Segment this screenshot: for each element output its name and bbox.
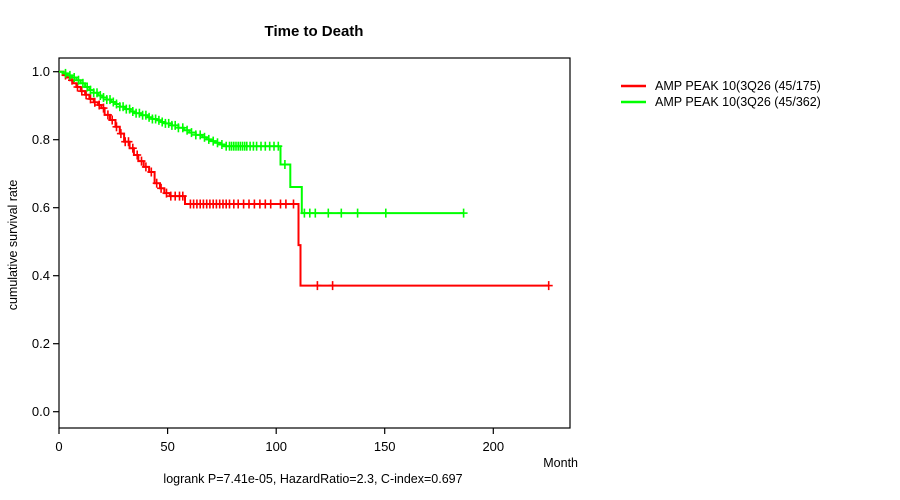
plot-frame: [58, 57, 571, 429]
y-tick-label: 0.4: [32, 268, 50, 283]
x-tick-label: 200: [482, 439, 504, 454]
x-tick-label: 100: [265, 439, 287, 454]
survival-curve-0: [59, 70, 549, 287]
x-axis-label: Month: [543, 456, 578, 470]
legend-label-series-0: AMP PEAK 10(3Q26 (45/175): [655, 79, 821, 93]
annotation-caption: logrank P=7.41e-05, HazardRatio=2.3, C-i…: [163, 472, 462, 486]
y-axis-label: cumulative survival rate: [6, 180, 20, 311]
x-tick-label: 0: [55, 439, 62, 454]
chart-title: Time to Death: [265, 23, 364, 40]
y-tick-label: 0.8: [32, 132, 50, 147]
legend-label-series-1: AMP PEAK 10(3Q26 (45/362): [655, 95, 821, 109]
x-tick-label: 50: [160, 439, 174, 454]
chart-layers: 0 50 100 150 200 0.0 0.2 0.4 0.6 0.8 1.0: [32, 57, 646, 454]
legend: AMP PEAK 10(3Q26 (45/175) AMP PEAK 10(3Q…: [655, 79, 821, 109]
y-tick-label: 0.0: [32, 404, 50, 419]
y-tick-label: 0.6: [32, 200, 50, 215]
x-tick-label: 150: [374, 439, 396, 454]
y-tick-label: 1.0: [32, 64, 50, 79]
y-tick-label: 0.2: [32, 336, 50, 351]
